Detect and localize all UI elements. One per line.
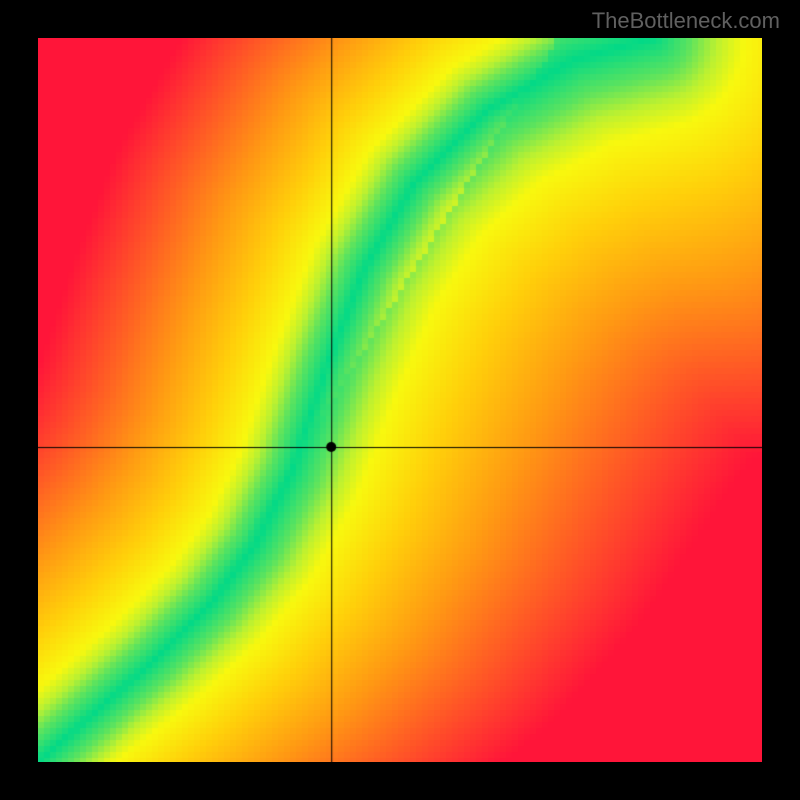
heatmap-canvas [38,38,762,762]
chart-container: TheBottleneck.com [0,0,800,800]
heatmap-plot [38,38,762,762]
watermark-text: TheBottleneck.com [592,8,780,34]
